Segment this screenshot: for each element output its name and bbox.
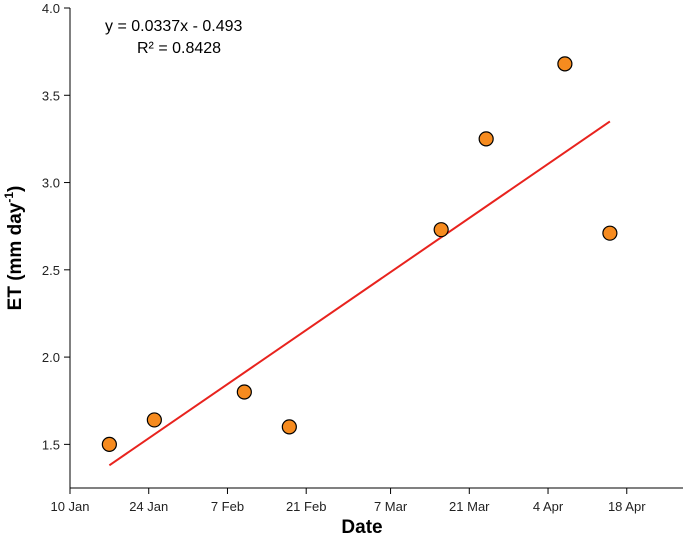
data-point xyxy=(602,225,618,241)
regression-line xyxy=(108,120,611,467)
x-tick-label: 18 Apr xyxy=(608,499,646,514)
x-tick-label: 24 Jan xyxy=(129,499,168,514)
data-point xyxy=(478,131,494,147)
data-point xyxy=(557,56,573,72)
data-point xyxy=(101,436,117,452)
y-axis-title-main: ET (mm day xyxy=(5,202,26,310)
y-tick-label: 2.5 xyxy=(42,263,60,278)
data-points xyxy=(101,56,618,452)
plot-area: 1.5 2.0 2.5 3.0 3.5 4.0 10 Jan 24 Jan 7 Feb 21 F… xyxy=(42,1,683,514)
fit-line-layer xyxy=(108,120,611,467)
y-axis-title-superscript: -1 xyxy=(2,192,16,203)
y-axis-title-suffix: ) xyxy=(5,186,26,192)
x-tick-label: 7 Mar xyxy=(374,499,408,514)
y-axis-title: ET (mm day-1) xyxy=(2,186,26,311)
x-tick-label: 21 Feb xyxy=(286,499,326,514)
y-tick-label: 4.0 xyxy=(42,1,60,16)
y-tick-label: 3.0 xyxy=(42,176,60,191)
data-point xyxy=(433,222,449,238)
y-axis-ticks: 1.5 2.0 2.5 3.0 3.5 4.0 xyxy=(42,1,70,452)
y-tick-label: 2.0 xyxy=(42,350,60,365)
data-point xyxy=(146,412,162,428)
data-point xyxy=(281,419,297,435)
x-tick-label: 7 Feb xyxy=(211,499,244,514)
r-squared: R² = 0.8428 xyxy=(137,40,221,57)
x-axis-title: Date xyxy=(341,517,382,538)
y-tick-label: 3.5 xyxy=(42,88,60,103)
x-tick-label: 21 Mar xyxy=(449,499,490,514)
x-tick-label: 4 Apr xyxy=(533,499,564,514)
y-tick-label: 1.5 xyxy=(42,437,60,452)
data-point xyxy=(236,384,252,400)
x-tick-label: 10 Jan xyxy=(50,499,89,514)
x-axis-ticks: 10 Jan 24 Jan 7 Feb 21 Feb 7 Mar 21 Mar 4 Apr 1… xyxy=(50,488,646,514)
regression-equation: y = 0.0337x - 0.493 xyxy=(105,18,243,35)
